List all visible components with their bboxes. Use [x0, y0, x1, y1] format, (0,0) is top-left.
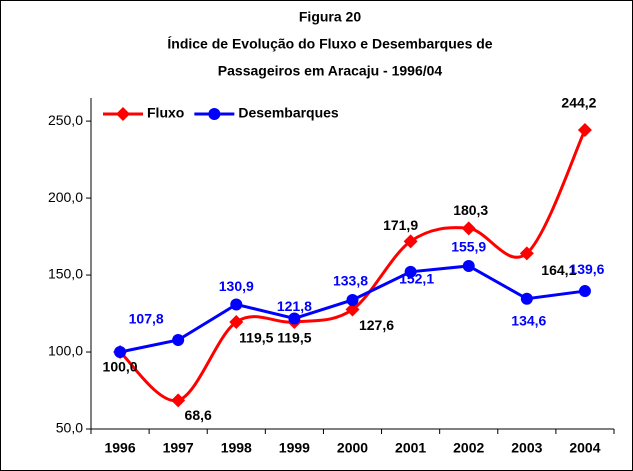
x-tick-label: 1996 — [104, 440, 135, 456]
data-label: 134,6 — [511, 312, 546, 328]
chart-title: Figura 20 — [299, 9, 361, 25]
marker — [519, 246, 534, 261]
data-label: 119,5 — [239, 330, 273, 346]
x-tick-label: 2001 — [395, 440, 426, 456]
marker — [116, 107, 130, 121]
data-label: 244,2 — [561, 95, 596, 111]
y-tick-label: 200,0 — [48, 189, 83, 205]
chart-title: Passageiros em Aracaju - 1996/04 — [218, 63, 443, 79]
x-tick-label: 2003 — [511, 440, 542, 456]
data-label: 107,8 — [129, 311, 164, 327]
data-label: 119,5 — [277, 330, 311, 346]
marker — [171, 393, 186, 408]
chart-title: Índice de Evolução do Fluxo e Desembarqu… — [167, 36, 492, 52]
data-label: 127,6 — [359, 317, 394, 333]
data-label: 155,9 — [451, 239, 486, 255]
marker — [578, 285, 591, 298]
marker — [345, 302, 360, 317]
marker — [230, 298, 243, 311]
y-tick-label: 250,0 — [48, 112, 83, 128]
x-tick-label: 1999 — [279, 440, 310, 456]
marker — [461, 221, 476, 236]
x-tick-label: 1998 — [221, 440, 252, 456]
marker — [462, 259, 475, 272]
marker — [172, 334, 185, 347]
y-tick-label: 100,0 — [48, 343, 83, 359]
x-tick-label: 1997 — [163, 440, 194, 456]
data-label: 133,8 — [333, 273, 368, 289]
x-tick-label: 2004 — [569, 440, 600, 456]
y-tick-label: 150,0 — [48, 266, 83, 282]
marker — [520, 292, 533, 305]
marker — [114, 346, 127, 359]
marker — [346, 293, 359, 306]
data-label: 180,3 — [453, 202, 488, 218]
marker — [404, 265, 417, 278]
data-label: 130,9 — [219, 278, 254, 294]
data-label: 100,0 — [103, 359, 138, 375]
data-label: 121,8 — [277, 298, 312, 314]
legend-label: Fluxo — [147, 105, 184, 121]
marker — [229, 315, 244, 330]
y-tick-label: 50,0 — [56, 420, 83, 436]
data-label: 164,1 — [541, 262, 576, 278]
x-tick-label: 2002 — [453, 440, 484, 456]
marker — [403, 234, 418, 249]
marker — [208, 108, 221, 120]
legend-label: Desembarques — [238, 105, 339, 121]
data-label: 171,9 — [383, 217, 418, 233]
x-tick-label: 2000 — [337, 440, 368, 456]
data-label: 152,1 — [399, 271, 434, 287]
marker — [288, 312, 301, 325]
marker — [577, 123, 592, 138]
data-label: 68,6 — [185, 407, 212, 423]
data-label: 139,6 — [569, 261, 604, 277]
